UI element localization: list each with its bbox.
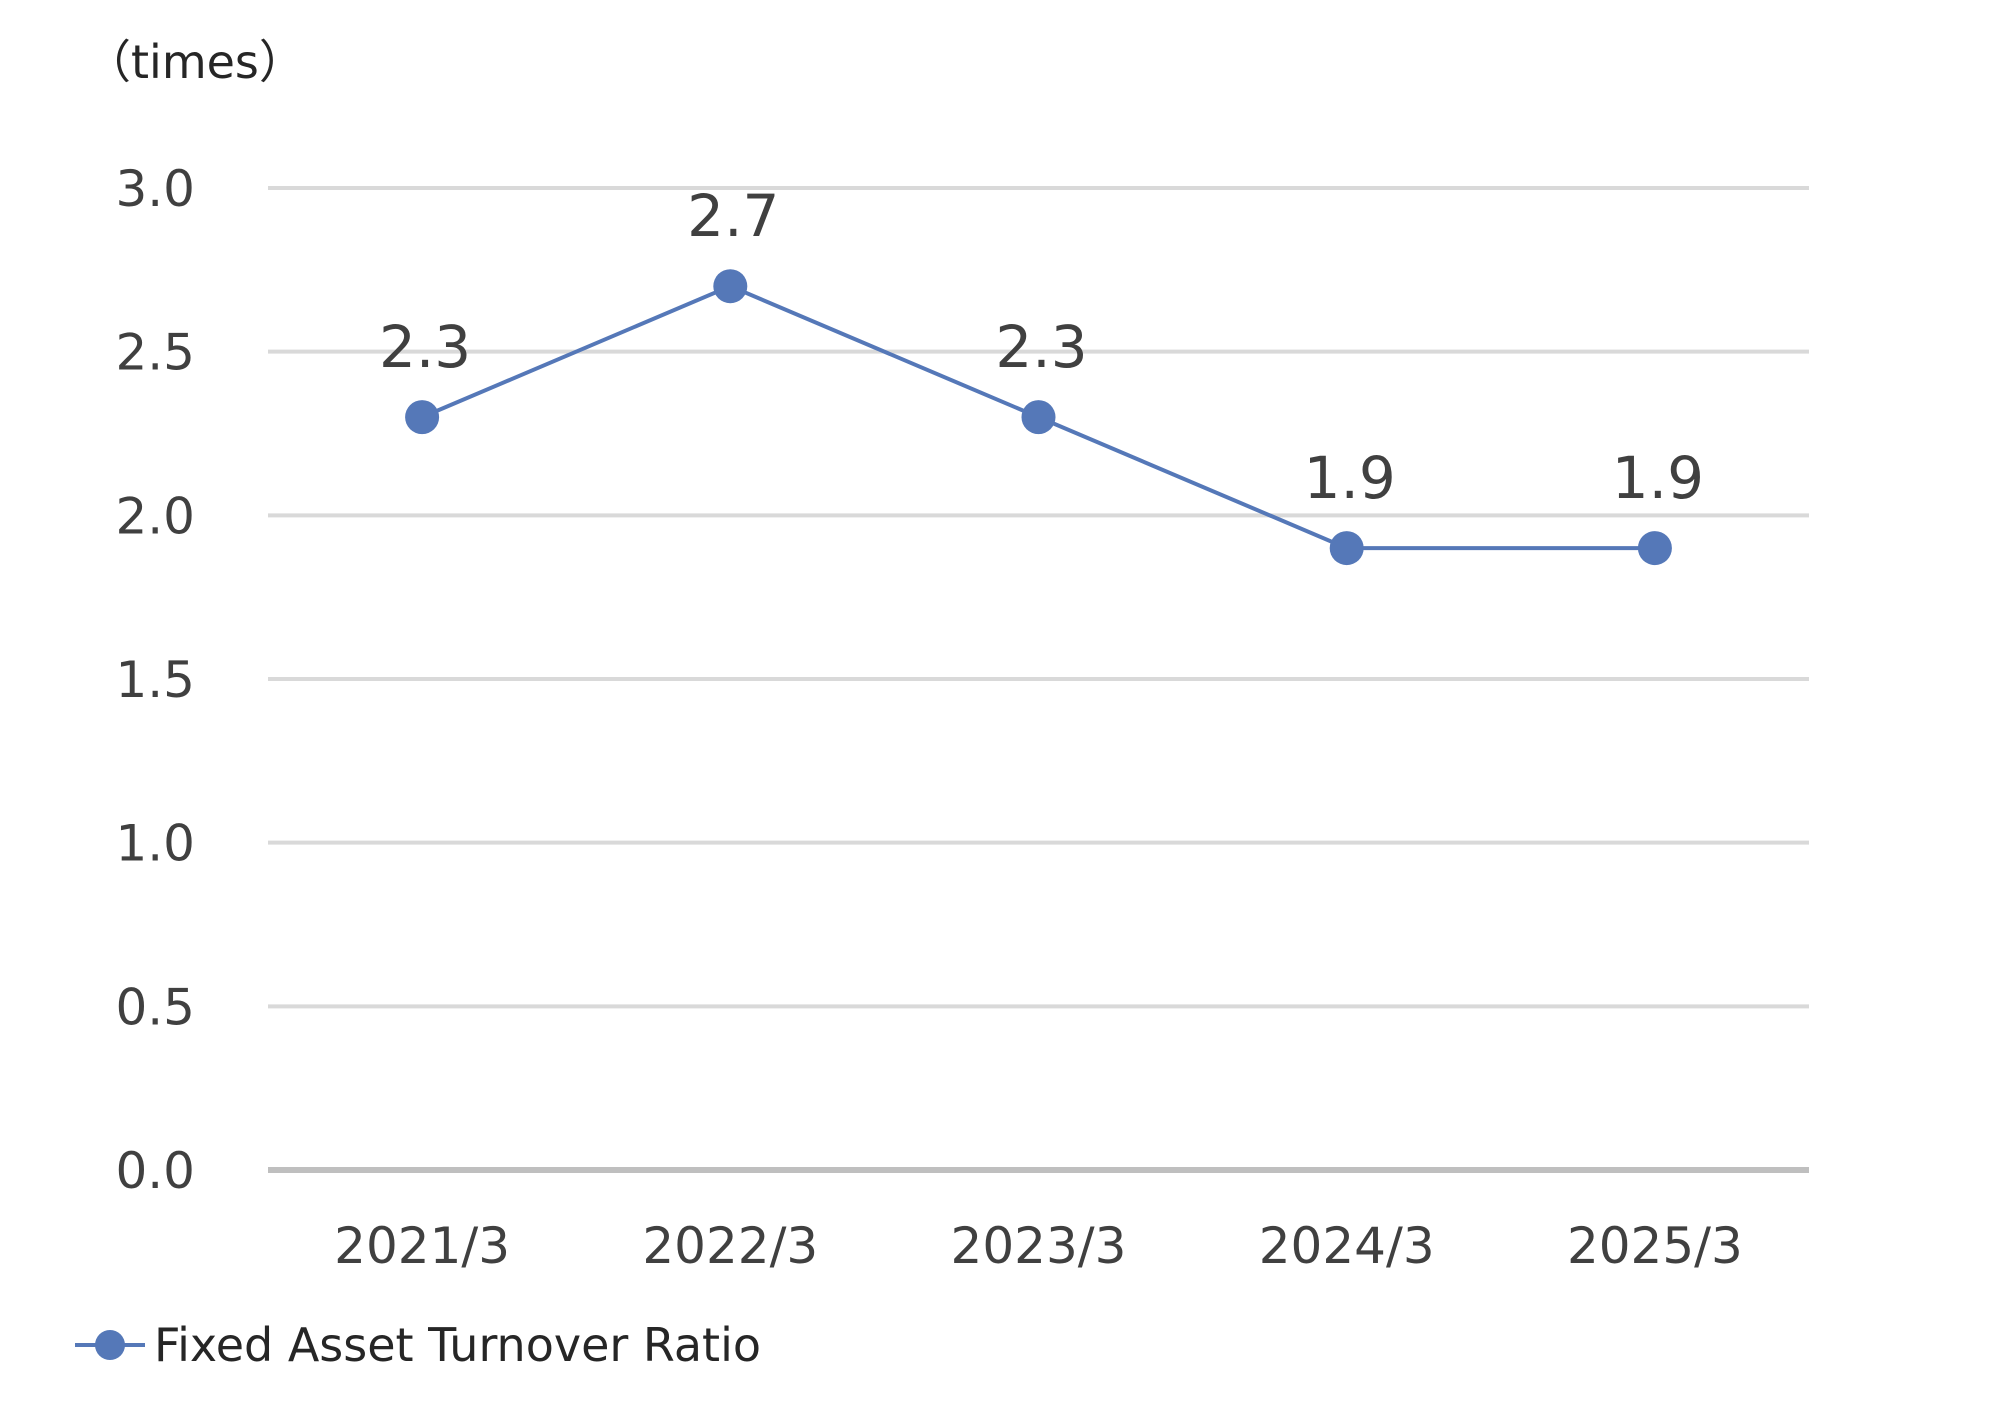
legend-label: Fixed Asset Turnover Ratio — [154, 1318, 761, 1372]
x-tick-label: 2024/3 — [1259, 1217, 1435, 1275]
data-point — [1329, 531, 1364, 566]
y-tick-label: 0.5 — [115, 978, 195, 1036]
data-label: 1.9 — [1612, 444, 1704, 512]
data-points — [405, 269, 1672, 566]
data-label: 2.7 — [687, 182, 779, 250]
data-point — [713, 269, 748, 304]
y-tick-label: 1.5 — [115, 651, 195, 709]
gridlines — [268, 186, 1809, 1009]
data-label: 1.9 — [1304, 444, 1396, 512]
x-axis-ticks: 2021/3 2022/3 2023/3 2024/3 2025/3 — [334, 1217, 1743, 1275]
y-tick-label: 2.5 — [115, 324, 195, 382]
x-tick-label: 2022/3 — [642, 1217, 818, 1275]
y-tick-label: 2.0 — [115, 487, 195, 545]
y-axis-ticks: 0.0 0.5 1.0 1.5 2.0 2.5 3.0 — [115, 160, 195, 1200]
y-tick-label: 0.0 — [115, 1142, 195, 1200]
data-point — [1021, 400, 1056, 435]
x-tick-label: 2021/3 — [334, 1217, 510, 1275]
data-point — [405, 400, 440, 435]
x-tick-label: 2023/3 — [951, 1217, 1127, 1275]
y-tick-label: 3.0 — [115, 160, 195, 218]
data-label: 2.3 — [379, 313, 471, 381]
y-tick-label: 1.0 — [115, 815, 195, 873]
data-point — [1637, 531, 1672, 566]
x-tick-label: 2025/3 — [1567, 1217, 1743, 1275]
legend-dot-marker — [95, 1330, 125, 1360]
data-labels: 2.3 2.7 2.3 1.9 1.9 — [379, 182, 1704, 512]
y-axis-unit-label: （times） — [85, 35, 305, 89]
data-label: 2.3 — [995, 313, 1087, 381]
legend: Fixed Asset Turnover Ratio — [75, 1318, 761, 1372]
